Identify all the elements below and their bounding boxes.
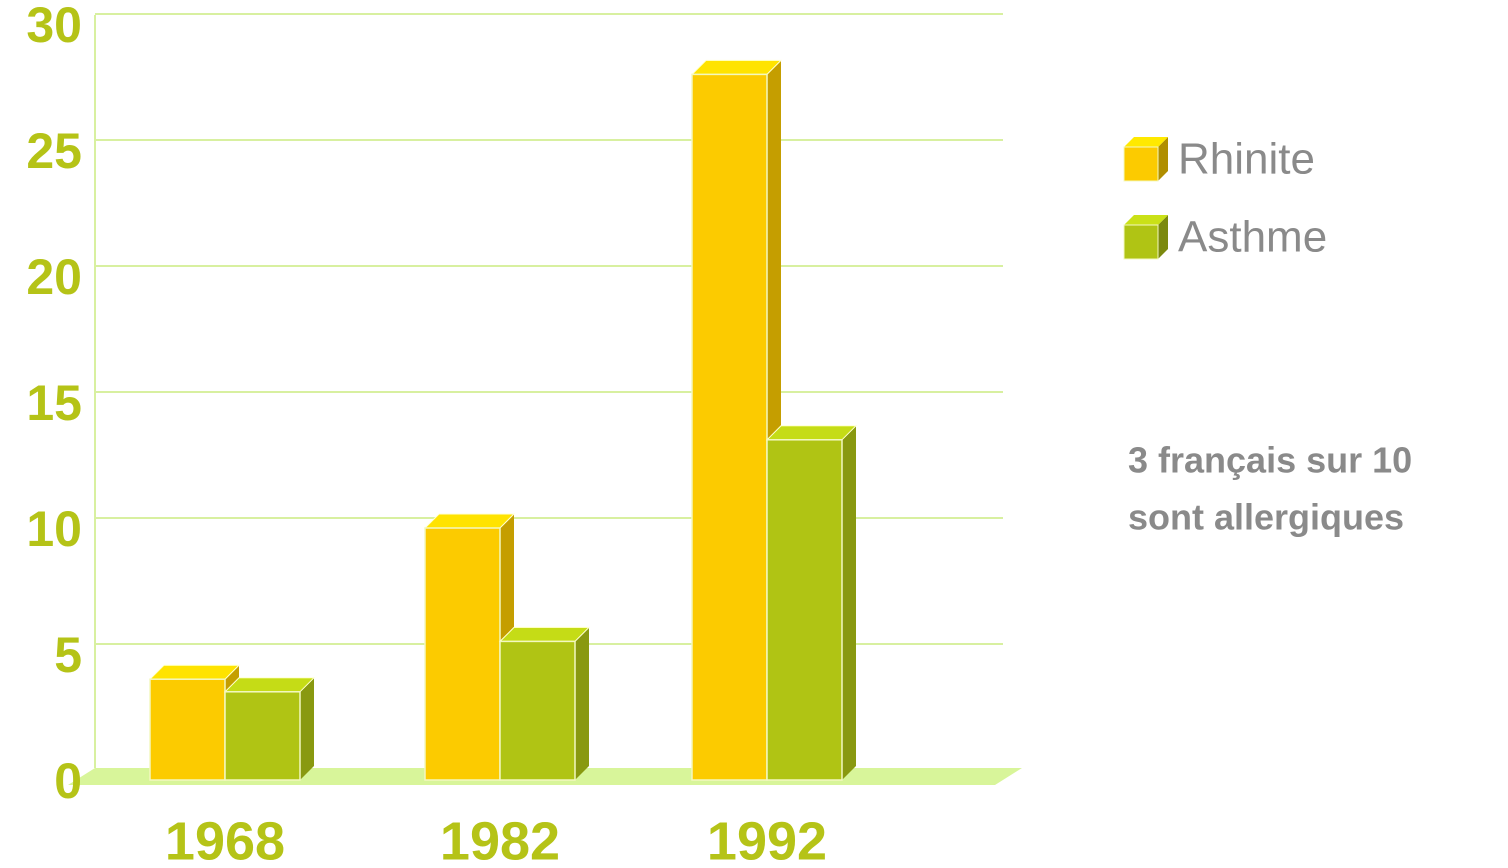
bar: [223, 677, 316, 781]
legend-swatch: [1123, 215, 1168, 260]
y-tick-label: 5: [54, 627, 82, 683]
legend-swatch: [1123, 137, 1168, 182]
bar: [765, 425, 858, 781]
x-tick-label: 1982: [440, 811, 560, 868]
legend-label: Asthme: [1178, 213, 1327, 262]
x-tick-label: 1968: [165, 811, 285, 868]
legend-label: Rhinite: [1178, 135, 1315, 184]
y-tick-label: 20: [26, 249, 82, 305]
bar: [498, 626, 591, 781]
annotation: sont allergiques: [1128, 497, 1404, 538]
y-tick-label: 0: [54, 753, 82, 809]
y-tick-label: 15: [26, 375, 82, 431]
y-tick-label: 30: [26, 0, 82, 53]
annotation: 3 français sur 10: [1128, 440, 1412, 481]
bar: [690, 59, 783, 781]
y-tick-label: 10: [26, 501, 82, 557]
x-tick-label: 1992: [707, 811, 827, 868]
y-tick-label: 25: [26, 123, 82, 179]
